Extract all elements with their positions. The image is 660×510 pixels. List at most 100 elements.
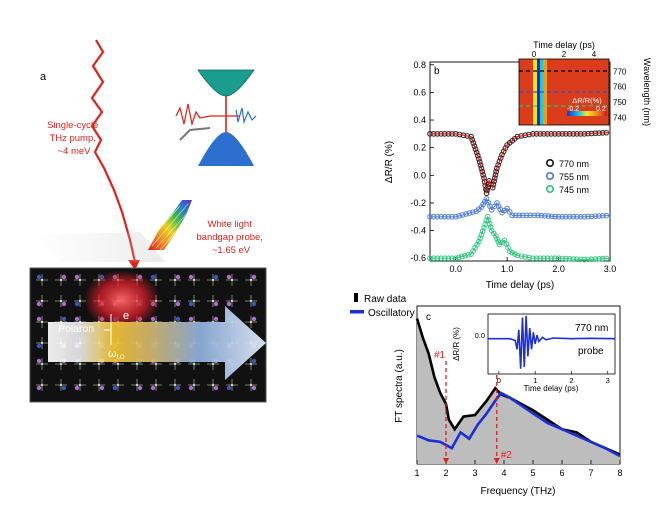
lattice-atom xyxy=(213,316,219,322)
x-tick-label: 0.0 xyxy=(449,264,462,274)
probe-shadow xyxy=(30,232,165,262)
plot-b-inset-heatmap: ΔR/R(%) -0.2 0.2 Time delay (ps) 0 2 4 770… xyxy=(518,40,652,126)
lattice-atom xyxy=(99,385,105,391)
panel-a: a Single-cycle THz pump, ~4 meV White li… xyxy=(29,39,267,403)
lattice-atom xyxy=(226,385,232,391)
inset-frame xyxy=(487,313,616,375)
plot-c-series xyxy=(415,318,621,464)
lattice-atom xyxy=(36,301,42,307)
lattice-atom xyxy=(61,274,67,280)
heatmap-y-tick-label: 760 xyxy=(613,83,627,92)
inset-series xyxy=(488,315,616,369)
lattice-atom xyxy=(36,316,42,322)
electron-label: e xyxy=(123,310,129,322)
lattice-box: Polaron e ωLO xyxy=(29,267,267,403)
x-tick-label: 1.0 xyxy=(501,264,514,274)
lattice-atom xyxy=(150,385,156,391)
heatmap-band-blue xyxy=(537,59,540,125)
lattice-atom xyxy=(36,385,42,391)
legend-label-raw: Raw data xyxy=(364,294,407,305)
x-tick-label: 4 xyxy=(501,468,506,478)
y-tick-label: -0.6 xyxy=(410,253,426,263)
series-line-1 xyxy=(430,197,611,218)
raw-data-line xyxy=(415,318,621,456)
heatmap-x-ticks: 0 2 4 xyxy=(532,50,597,59)
annotation-label: #1 xyxy=(434,350,446,361)
inset-text-probe: probe xyxy=(578,346,604,357)
annotation-arrow xyxy=(443,458,449,464)
y-tick-label: 0.0 xyxy=(413,170,426,180)
plot-c-xlabel: Frequency (THz) xyxy=(480,486,555,497)
inset-text-wavelength: 770 nm xyxy=(575,323,608,334)
lattice-atom xyxy=(61,385,67,391)
panel-c: c 1 2 3 4 5 6 7 8 #1 #2 Frequency (THz) FT spect… xyxy=(350,293,623,497)
heatmap-y-tick-label: 750 xyxy=(613,98,627,107)
lattice-atom xyxy=(251,316,257,322)
inset-x-ticks: 0 1 2 3 xyxy=(497,371,610,385)
legend-marker-osc xyxy=(350,310,364,314)
y-tick-label: 0.8 xyxy=(413,60,426,70)
plot-c-annotations: #1 #2 xyxy=(434,350,512,466)
pump-label: Single-cycle THz pump, ~4 meV xyxy=(47,120,101,157)
heatmap-xlabel: Time delay (ps) xyxy=(533,40,595,50)
lattice-atom xyxy=(188,385,194,391)
plot-b-series xyxy=(427,129,611,263)
legend-marker-770 xyxy=(545,159,554,168)
x-tick-label: 3.0 xyxy=(604,264,617,274)
legend-label-745: 745 nm xyxy=(559,185,589,195)
plot-c-ylabel: FT spectra (a.u.) xyxy=(394,349,405,423)
annotation-arrow xyxy=(493,458,500,464)
polaron-label: Polaron xyxy=(58,323,94,335)
panel-b: b 0.8 0.6 0.4 0.2 0.0 -0.2 -0.4 -0.6 0.0 1.0 2.0 3… xyxy=(384,40,652,291)
lattice-atom xyxy=(175,316,181,322)
lattice-atom xyxy=(213,385,219,391)
inset-ylabel: ΔR/R (%) xyxy=(452,327,461,361)
x-tick-label: 2 xyxy=(443,468,448,478)
probe-label: White light bandgap probe, ~1.65 eV xyxy=(196,219,265,256)
lattice-atom xyxy=(175,385,181,391)
lattice-atom xyxy=(188,316,194,322)
y-tick-label: 0.6 xyxy=(413,87,426,97)
legend-marker-raw xyxy=(354,293,358,302)
lattice-atom xyxy=(74,385,80,391)
lattice-atom xyxy=(36,343,42,349)
lattice-atom xyxy=(175,274,181,280)
heatmap-x-tick-label: 4 xyxy=(592,50,597,59)
x-tick-label: 6 xyxy=(559,468,564,478)
x-tick-label: 5 xyxy=(530,468,535,478)
y-tick-label: -0.2 xyxy=(410,198,426,208)
band-diagram xyxy=(175,69,257,166)
lattice-atom xyxy=(213,274,219,280)
inset-x-tick-label: 0 xyxy=(497,376,501,385)
series-line-0 xyxy=(430,131,611,194)
lattice-atom xyxy=(36,274,42,280)
inset-x-tick-label: 2 xyxy=(569,376,573,385)
annotation-label: #2 xyxy=(501,450,513,461)
pump-arrowhead xyxy=(128,260,140,270)
x-tick-label: 1 xyxy=(414,468,419,478)
lattice-atom xyxy=(112,385,118,391)
heatmap-y-ticks: 770 760 750 740 xyxy=(613,67,627,122)
heatmap-x-tick-label: 0 xyxy=(532,50,537,59)
polaron-glow xyxy=(84,270,160,330)
legend-marker-745 xyxy=(545,185,554,194)
thz-pump-wave xyxy=(90,39,137,263)
lattice-atom xyxy=(226,301,232,307)
plot-b-ylabel: ΔR/R (%) xyxy=(384,141,395,183)
series-line-2 xyxy=(430,215,611,261)
inset-xlabel: Time delay (ps) xyxy=(524,384,579,393)
plot-b-legend: 770 nm 755 nm 745 nm xyxy=(545,159,589,195)
white-light-probe-packet xyxy=(148,200,192,251)
lattice-atom xyxy=(175,301,181,307)
polaron-arrow xyxy=(48,306,266,380)
legend-marker-755 xyxy=(545,172,554,181)
x-tick-label: 3 xyxy=(472,468,477,478)
oscillatory-line xyxy=(416,391,621,458)
phonon-label: ωLO xyxy=(108,348,125,361)
x-tick-label: 2.0 xyxy=(552,264,565,274)
y-tick-label: 0.4 xyxy=(413,115,426,125)
raw-data-area xyxy=(417,318,620,464)
lattice-atom xyxy=(74,316,80,322)
heatmap-ylabel: Wavelength (nm) xyxy=(642,58,652,126)
